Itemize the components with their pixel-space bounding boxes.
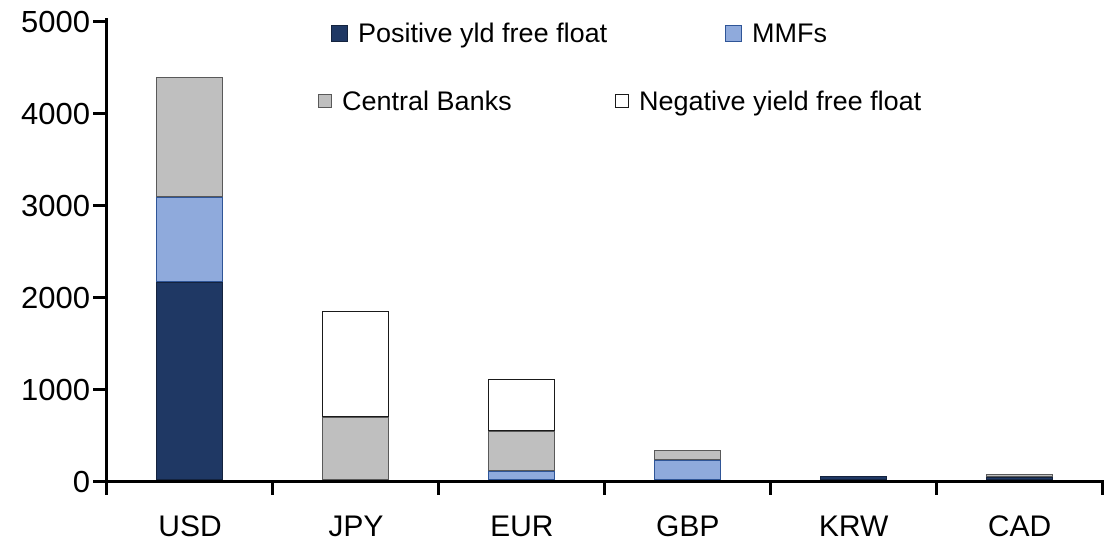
bar-segment-krw-positive-yld-free-float [820,475,888,480]
legend-label: Negative yield free float [639,85,922,116]
bar-segment-eur-mmfs [488,470,556,480]
legend-label: MMFs [752,17,827,48]
x-axis-label-krw: KRW [818,510,889,543]
legend-label: Positive yld free float [358,17,608,48]
y-axis-tick [93,20,105,23]
x-axis-tick [603,480,607,495]
y-axis-tick [93,296,105,299]
y-axis-tick-label: 3000 [21,187,90,223]
bar-segment-usd-mmfs [156,196,224,283]
y-axis-tick [93,112,105,115]
y-axis-line [105,18,108,495]
y-axis-tick-label: 1000 [21,371,90,407]
legend-item-positive-yld-free-float: Positive yld free float [331,17,608,48]
x-axis-tick [1101,480,1104,495]
x-axis-label-cad: CAD [987,510,1052,543]
x-axis-label-gbp: GBP [656,510,720,543]
x-axis-tick [437,480,441,495]
x-axis-label-eur: EUR [490,510,554,543]
bar-segment-cad-positive-yld-free-float [986,477,1054,480]
legend-label: Central Banks [342,85,512,116]
bar-segment-eur-central-banks [488,431,556,471]
legend-item-negative-yield-free-float: Negative yield free float [615,85,922,116]
legend-item-mmfs: MMFs [725,17,827,48]
bar-segment-gbp-central-banks [654,449,722,461]
y-axis-tick-label: 0 [72,463,90,499]
x-axis-label-usd: USD [158,510,222,543]
legend-swatch-central-banks [318,94,332,108]
y-axis-tick-label: 5000 [21,3,90,39]
legend-swatch-positive-yld-free-float [331,24,348,42]
bar-segment-cad-central-banks [986,474,1054,478]
legend-item-central-banks: Central Banks [318,85,512,116]
x-axis-label-jpy: JPY [328,510,384,543]
bar-segment-gbp-mmfs [654,460,722,480]
y-axis-tick [93,480,105,483]
bar-segment-jpy-negative-yield-free-float [322,310,390,417]
y-axis-tick-label: 4000 [21,95,90,131]
bar-segment-eur-negative-yield-free-float [488,378,556,432]
legend-swatch-negative-yield-free-float [615,94,629,108]
x-axis-tick [769,480,773,495]
bar-segment-usd-central-banks [156,77,224,197]
x-axis-tick [935,480,939,495]
bar-segment-usd-positive-yld-free-float [156,282,224,480]
bar-segment-jpy-central-banks [322,416,390,480]
legend-swatch-mmfs [725,24,742,42]
y-axis-tick [93,204,105,207]
y-axis-tick-label: 2000 [21,279,90,315]
x-axis-tick [271,480,275,495]
y-axis-tick [93,388,105,391]
